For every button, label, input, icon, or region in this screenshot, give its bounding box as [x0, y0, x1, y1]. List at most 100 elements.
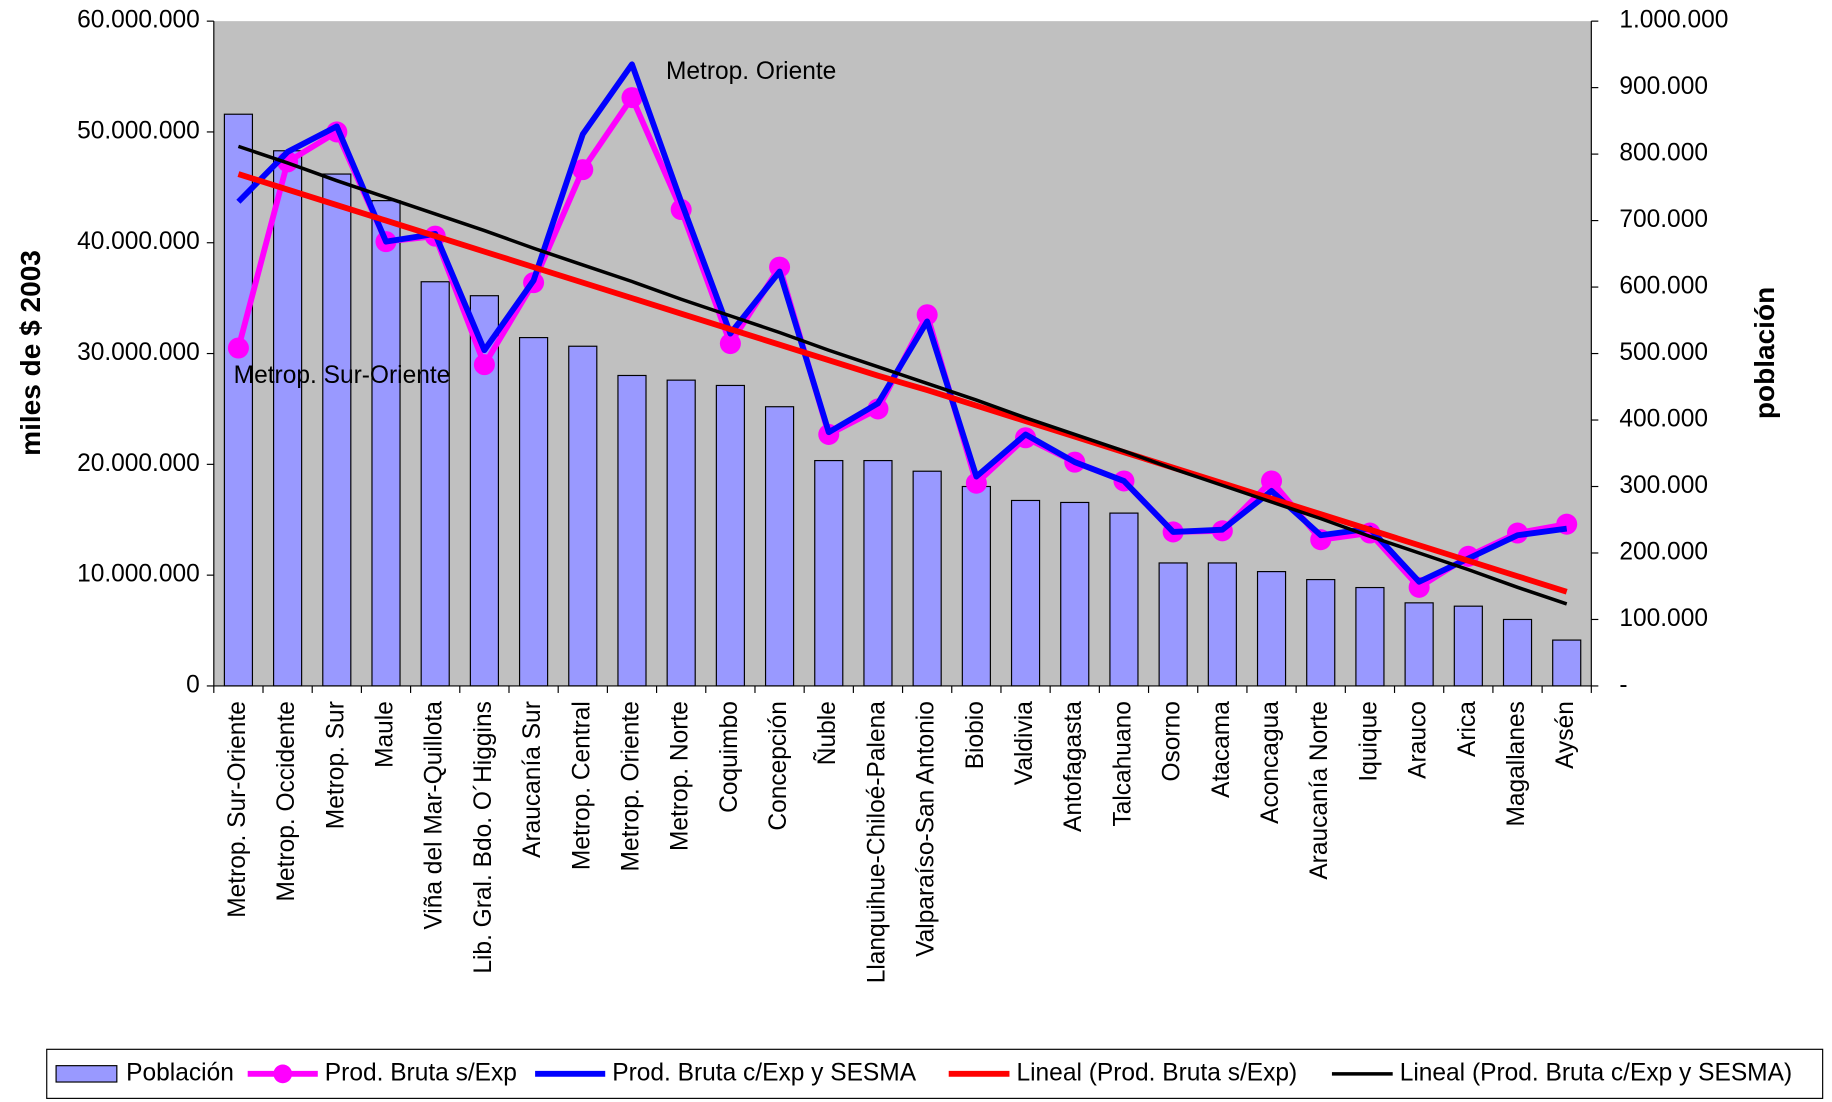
- y2-tick-label: 1.000.000: [1619, 7, 1728, 34]
- bar: [322, 173, 352, 687]
- x-tick-label: Ñuble: [814, 701, 841, 765]
- y-tick-label: 30.000.000: [77, 339, 200, 366]
- y-tick-label: 0: [186, 671, 200, 698]
- x-tick-label: Talcahuano: [1109, 701, 1136, 826]
- legend-label: Lineal (Prod. Bruta s/Exp): [1016, 1059, 1297, 1086]
- bar: [371, 200, 401, 687]
- legend-label: Prod. Bruta s/Exp: [325, 1059, 517, 1086]
- y2-tick-label: 100.000: [1619, 605, 1708, 632]
- x-tick-label: Lib. Gral. Bdo. O´Higgins: [470, 701, 497, 974]
- x-tick-label: Metrop. Norte: [667, 701, 694, 851]
- bar: [912, 470, 942, 687]
- bar: [1256, 571, 1287, 687]
- bar: [764, 406, 795, 687]
- x-tick-label: Biobio: [962, 701, 989, 769]
- bar: [1355, 586, 1385, 687]
- x-tick-label: Metrop. Sur-Oriente: [224, 701, 251, 918]
- y-tick-label: 10.000.000: [77, 561, 200, 588]
- x-tick-label: Concepción: [765, 701, 792, 830]
- bar: [568, 345, 598, 687]
- marker: [916, 304, 938, 326]
- x-tick-label: Metrop. Occidente: [273, 701, 300, 901]
- x-tick-label: Llanquihue-Chiloé-Palena: [863, 701, 890, 983]
- bar: [1109, 512, 1139, 687]
- legend: [46, 1048, 1824, 1099]
- bar: [666, 379, 696, 687]
- bar: [518, 337, 549, 687]
- line: [237, 144, 1568, 606]
- bar: [420, 281, 450, 687]
- x-tick-label: Antofagasta: [1060, 701, 1087, 832]
- x-tick-label: Metrop. Oriente: [617, 701, 644, 871]
- x-tick-label: Metrop. Sur: [322, 701, 349, 829]
- y2-tick-label: -: [1619, 671, 1627, 698]
- x-tick-label: Arica: [1454, 701, 1481, 757]
- bar: [863, 459, 893, 687]
- y-tick-label: 60.000.000: [77, 7, 200, 34]
- legend-swatch: [55, 1065, 118, 1083]
- y2-tick-label: 200.000: [1619, 538, 1708, 565]
- x-tick-label: Aysén: [1552, 701, 1579, 769]
- marker: [473, 354, 495, 376]
- y2-tick-label: 400.000: [1619, 406, 1708, 433]
- marker: [965, 472, 987, 494]
- legend-marker: [273, 1064, 293, 1084]
- y2-axis-title: población: [1749, 287, 1780, 419]
- x-tick-label: Aconcagua: [1257, 701, 1284, 824]
- legend-label: Población: [126, 1059, 234, 1086]
- x-tick-label: Coquimbo: [716, 701, 743, 813]
- x-tick-label: Atacama: [1208, 701, 1235, 798]
- y-tick-label: 50.000.000: [77, 117, 200, 144]
- y-tick-label: 40.000.000: [77, 228, 200, 255]
- bar: [1502, 618, 1533, 687]
- bar: [715, 384, 745, 687]
- marker: [227, 337, 249, 359]
- bar: [1158, 562, 1188, 687]
- marker: [621, 87, 643, 109]
- x-tick-label: Viña del Mar-Quillota: [421, 701, 448, 930]
- x-tick-label: Araucanía Norte: [1306, 701, 1333, 880]
- y2-tick-label: 900.000: [1619, 73, 1708, 100]
- x-tick-label: Valdivia: [1011, 701, 1038, 785]
- annotation: Metrop. Sur-Oriente: [234, 362, 451, 389]
- x-tick-label: Arauco: [1405, 701, 1432, 779]
- legend-label: Prod. Bruta c/Exp y SESMA: [612, 1059, 916, 1086]
- bar: [1453, 605, 1483, 687]
- y-axis-title: miles de $ 2003: [15, 250, 46, 456]
- plot-area: [213, 21, 1592, 686]
- bar: [814, 459, 844, 687]
- bar: [1060, 501, 1090, 687]
- bar: [273, 150, 303, 687]
- bar: [961, 485, 991, 687]
- bar: [223, 113, 254, 687]
- x-tick-label: Maule: [371, 701, 398, 768]
- y2-tick-label: 500.000: [1619, 339, 1708, 366]
- bar: [617, 374, 647, 687]
- bar: [1207, 562, 1237, 687]
- x-tick-label: Araucanía Sur: [519, 701, 546, 858]
- bar: [1306, 578, 1336, 687]
- marker: [719, 333, 741, 355]
- y2-tick-label: 600.000: [1619, 273, 1708, 300]
- x-tick-label: Metrop. Central: [568, 701, 595, 870]
- annotation: Metrop. Oriente: [666, 58, 836, 85]
- x-tick-label: Iquique: [1355, 701, 1382, 781]
- y2-tick-label: 800.000: [1619, 140, 1708, 167]
- y2-tick-label: 700.000: [1619, 206, 1708, 233]
- marker: [1261, 470, 1283, 492]
- bar: [1010, 499, 1041, 687]
- line: [237, 171, 1568, 595]
- x-tick-label: Osorno: [1159, 701, 1186, 781]
- bar: [1404, 602, 1434, 687]
- bar: [1552, 639, 1582, 687]
- y2-tick-label: 300.000: [1619, 472, 1708, 499]
- line: [236, 61, 1568, 585]
- y-tick-label: 20.000.000: [77, 450, 200, 477]
- marker: [572, 159, 594, 181]
- x-tick-label: Magallanes: [1503, 701, 1530, 826]
- legend-label: Lineal (Prod. Bruta c/Exp y SESMA): [1400, 1059, 1792, 1086]
- marker: [769, 256, 791, 278]
- x-tick-label: Valparaíso-San Antonio: [913, 701, 940, 957]
